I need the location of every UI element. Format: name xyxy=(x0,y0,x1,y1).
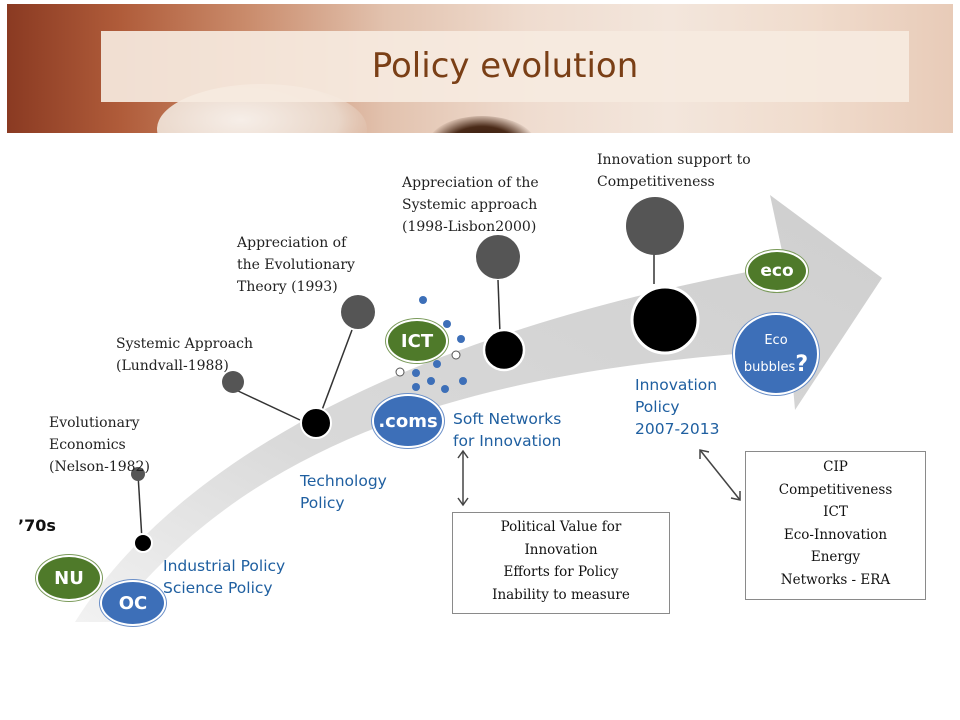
label-innovation-support: Innovation support to Competitiveness xyxy=(597,152,751,190)
network-dot xyxy=(412,383,420,391)
double-arrow-left xyxy=(457,449,469,507)
box-cip-programs: CIP Competitiveness ICT Eco-Innovation E… xyxy=(745,451,926,600)
milestone-dot-black xyxy=(482,328,526,372)
milestone-dot-grey xyxy=(476,235,520,279)
eco-badge: eco xyxy=(746,250,808,292)
coms-badge: .coms xyxy=(372,394,444,448)
connector-line xyxy=(137,473,143,541)
network-dot xyxy=(451,350,461,360)
network-dot xyxy=(459,377,467,385)
network-dot xyxy=(441,385,449,393)
label-systemic-appreciation: Appreciation of the Systemic approach (1… xyxy=(402,175,539,235)
oc-badge: OC xyxy=(100,580,166,626)
milestone-dot-black xyxy=(133,533,153,553)
milestone-dot-black xyxy=(630,285,700,355)
nu-badge: NU xyxy=(36,555,102,601)
label-technology-policy: Technology Policy xyxy=(300,472,387,512)
ict-badge: ICT xyxy=(386,319,448,363)
label-soft-networks: Soft Networks for Innovation xyxy=(453,410,562,450)
title-box: Policy evolution xyxy=(101,31,909,102)
label-seventies: ’70s xyxy=(18,516,56,535)
connector-line xyxy=(497,279,501,335)
network-dot xyxy=(427,377,435,385)
label-innovation-policy: Innovation Policy 2007-2013 xyxy=(635,376,720,438)
label-systemic-approach: Systemic Approach (Lundvall-1988) xyxy=(116,336,253,374)
network-dot xyxy=(457,335,465,343)
network-dot xyxy=(395,367,405,377)
label-evolutionary-economics: Evolutionary Economics (Nelson-1982) xyxy=(49,415,150,475)
connector-line xyxy=(235,389,301,421)
label-industrial-policy: Industrial Policy Science Policy xyxy=(163,557,286,597)
network-dot xyxy=(412,369,420,377)
label-evolutionary-theory: Appreciation of the Evolutionary Theory … xyxy=(237,235,355,295)
milestone-dot-grey xyxy=(131,467,145,481)
network-dot xyxy=(443,320,451,328)
milestone-dot-grey xyxy=(626,197,684,255)
network-dot xyxy=(433,360,441,368)
milestone-dot-grey xyxy=(222,371,244,393)
dark-object xyxy=(427,116,537,133)
eco-bubbles-badge: Eco bubbles? xyxy=(733,313,819,395)
milestone-dot-grey xyxy=(341,295,375,329)
page-title: Policy evolution xyxy=(371,46,639,86)
network-dot xyxy=(419,296,427,304)
box-political-value: Political Value for Innovation Efforts f… xyxy=(452,512,670,614)
milestone-dot-black xyxy=(300,407,332,439)
connector-line xyxy=(321,329,353,411)
double-arrow-right xyxy=(699,449,741,501)
